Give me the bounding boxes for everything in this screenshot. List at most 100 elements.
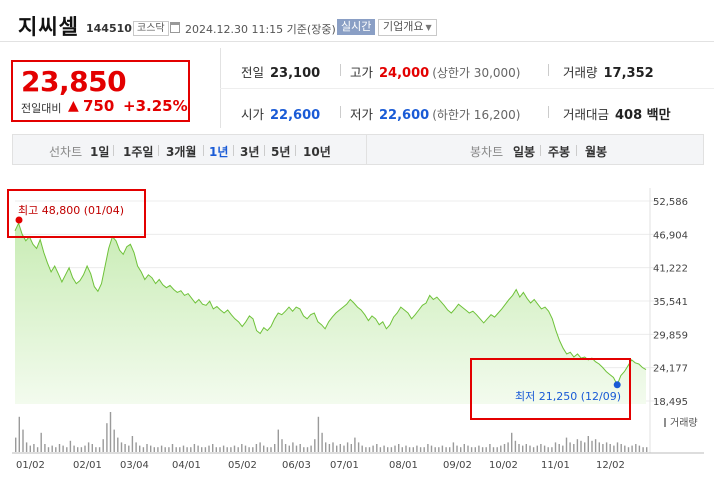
volume-bar [357, 442, 360, 452]
volume-bar [427, 444, 429, 452]
tab-3y[interactable]: 3년 [240, 145, 260, 159]
volume-bar [529, 445, 531, 452]
volume-bar [408, 447, 411, 452]
volume-bar [460, 447, 462, 452]
volume-bar [620, 444, 622, 452]
tab-1y[interactable]: 1년 [209, 145, 229, 159]
volume-bar [193, 444, 196, 452]
volume-bar [186, 447, 188, 452]
volume-bar [642, 447, 644, 452]
tab-weekly[interactable]: 주봉 [548, 145, 571, 159]
volume-bar [109, 412, 112, 452]
company-info-label: 기업개요 [383, 20, 424, 33]
stat-label: 거래량 [563, 65, 598, 80]
volume-bar [496, 447, 498, 452]
tab-divider [113, 145, 114, 156]
tab-divider [203, 145, 204, 156]
volume-bar [142, 447, 145, 452]
volume-bar [160, 445, 163, 452]
volume-legend-swatch [664, 418, 666, 427]
volume-bar [419, 447, 422, 452]
company-info-dropdown[interactable]: 기업개요 ▼ [378, 19, 437, 36]
volume-bar [62, 445, 64, 452]
stat-prev-close: 전일 23,100 [241, 62, 320, 81]
volume-bar [481, 447, 484, 452]
x-tick-label: 02/01 [73, 460, 102, 471]
y-tick-label: 35,541 [653, 297, 688, 308]
tab-monthly[interactable]: 월봉 [585, 145, 608, 159]
volume-bar [368, 447, 371, 452]
calendar-icon [170, 22, 180, 33]
price-change: 750 [83, 97, 115, 115]
up-arrow-icon: ▲ [68, 98, 79, 114]
volume-bar [139, 445, 141, 452]
volume-bar [230, 447, 232, 452]
tab-5y[interactable]: 5년 [271, 145, 291, 159]
volume-bar [438, 447, 440, 452]
volume-bar [91, 444, 93, 452]
volume-bar [412, 447, 414, 452]
volume-legend: 거래량 [670, 417, 698, 429]
stat-volume: 거래량 17,352 [563, 62, 654, 81]
stat-high: 고가 24,000 (상한가 30,000) [350, 62, 520, 81]
tab-1d[interactable]: 1일 [90, 145, 110, 159]
volume-bar [212, 444, 214, 452]
tab-daily[interactable]: 일봉 [513, 145, 536, 159]
tab-divider [158, 145, 159, 156]
quote-datetime: 2024.12.30 11:15 기준(장중) [185, 23, 336, 36]
volume-bar [182, 445, 185, 452]
volume-bar [584, 442, 586, 452]
volume-bar [102, 439, 104, 452]
line-chart-label: 선차트 [49, 145, 83, 159]
high-callout-box [7, 189, 146, 238]
tab-1w[interactable]: 1주일 [123, 145, 154, 159]
stock-header: 지씨셀 144510 코스닥 2024.12.30 11:15 기준(장중) 실… [0, 0, 714, 42]
volume-bar [22, 429, 24, 452]
volume-bar [84, 445, 86, 452]
volume-bar [73, 445, 75, 452]
volume-bar [171, 444, 174, 452]
volume-bar [445, 447, 447, 452]
volume-bar [336, 445, 338, 452]
volume-bar [591, 440, 593, 452]
volume-bar [215, 447, 217, 452]
volume-bar [558, 444, 560, 452]
volume-bar [485, 447, 487, 452]
stat-value: 22,600 [270, 108, 321, 123]
volume-bar [128, 445, 130, 452]
low-label: 최저 21,250 (12/09) [515, 390, 621, 403]
volume-bar [204, 447, 207, 452]
volume-bar [598, 442, 600, 452]
volume-bar [66, 447, 68, 452]
volume-bar [321, 432, 323, 452]
volume-bar [332, 442, 334, 452]
x-tick-label: 07/01 [330, 460, 359, 471]
volume-bar [263, 445, 265, 452]
volume-bar [325, 442, 327, 452]
volume-bar [306, 447, 309, 452]
volume-bar [470, 447, 473, 452]
volume-bar [456, 445, 458, 452]
volume-bar [532, 447, 535, 452]
volume-bar [40, 432, 42, 452]
volume-bar [328, 444, 331, 452]
realtime-badge[interactable]: 실시간 [337, 19, 376, 35]
volume-bar [503, 444, 506, 452]
volume-bar [638, 445, 641, 452]
volume-bar [576, 439, 579, 452]
volume-bar [51, 445, 53, 452]
volume-bar [569, 442, 571, 452]
tab-10y[interactable]: 10년 [303, 145, 331, 159]
volume-bar [441, 445, 444, 452]
stat-label: 전일 [241, 65, 265, 80]
x-tick-label: 10/02 [489, 460, 518, 471]
tab-3m[interactable]: 3개월 [166, 145, 197, 159]
volume-bar [29, 445, 31, 452]
volume-bar [95, 447, 97, 452]
volume-bar [343, 445, 345, 452]
volume-bar [270, 447, 272, 452]
volume-bar [219, 447, 221, 452]
x-tick-label: 03/04 [120, 460, 149, 471]
volume-bar [146, 444, 148, 452]
volume-bar [25, 442, 28, 452]
